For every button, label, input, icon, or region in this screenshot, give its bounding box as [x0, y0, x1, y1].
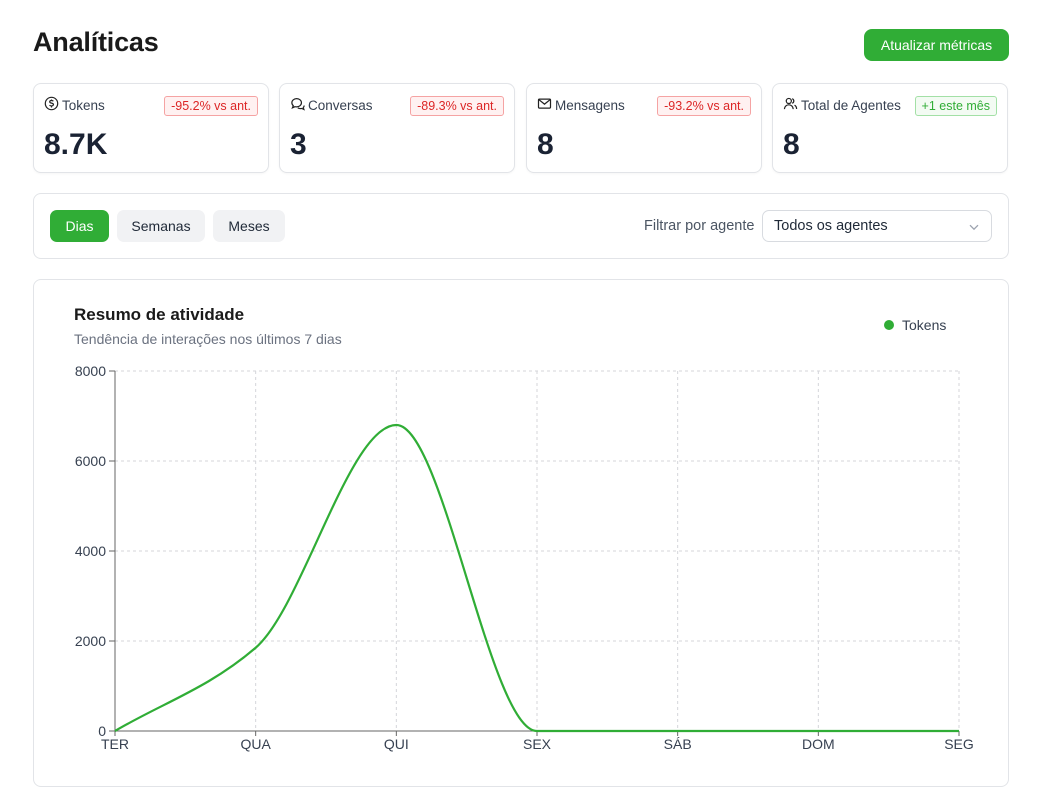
y-tick-label: 2000	[75, 633, 106, 649]
x-tick-label: SEG	[944, 736, 974, 752]
dollar-circle-icon	[44, 96, 59, 114]
stat-label: Conversas	[308, 97, 373, 113]
stat-value: 8	[537, 128, 554, 161]
activity-chart-card: Resumo de atividade Tendência de interaç…	[33, 279, 1009, 787]
agent-select-value: Todos os agentes	[774, 218, 888, 234]
x-tick-label: SEX	[523, 736, 552, 752]
legend-marker	[884, 320, 894, 330]
stat-label: Mensagens	[555, 97, 625, 113]
series-line-tokens	[114, 423, 959, 733]
y-tick-label: 8000	[75, 363, 106, 379]
stat-card-total-agentes: Total de Agentes +1 este mês 8	[772, 83, 1008, 173]
stat-card-tokens: Tokens -95.2% vs ant. 8.7K	[33, 83, 269, 173]
users-icon	[783, 96, 798, 114]
agent-select[interactable]: Todos os agentes	[762, 210, 992, 242]
trend-badge: +1 este mês	[914, 96, 997, 116]
refresh-metrics-button[interactable]: Atualizar métricas	[864, 29, 1009, 61]
x-tick-label: TER	[101, 736, 129, 752]
stat-card-mensagens: Mensagens -93.2% vs ant. 8	[526, 83, 762, 173]
chevron-down-icon	[969, 224, 979, 231]
x-tick-label: QUA	[240, 736, 271, 752]
period-tab-meses[interactable]: Meses	[213, 210, 285, 242]
stat-value: 3	[290, 128, 307, 161]
stat-value: 8	[783, 128, 800, 161]
y-tick-label: 4000	[75, 543, 106, 559]
page-title: Analíticas	[33, 27, 159, 57]
activity-line-chart: 0 2000 4000 6000 8000 TER QUA QUI SEX SÁB DOM SEG	[75, 363, 974, 752]
agent-filter-label: Filtrar por agente	[644, 218, 755, 234]
envelope-icon	[537, 96, 552, 114]
trend-badge: -93.2% vs ant.	[657, 96, 751, 116]
stat-card-conversas: Conversas -89.3% vs ant. 3	[279, 83, 515, 173]
y-tick-label: 6000	[75, 453, 106, 469]
stat-value: 8.7K	[44, 128, 108, 161]
chat-bubbles-icon	[290, 96, 305, 114]
legend-label: Tokens	[902, 317, 947, 333]
trend-badge: -89.3% vs ant.	[410, 96, 504, 116]
chart-title: Resumo de atividade	[74, 305, 245, 324]
x-tick-label: DOM	[802, 736, 835, 752]
period-tab-dias[interactable]: Dias	[50, 210, 109, 242]
stat-label: Tokens	[62, 97, 105, 113]
period-tab-semanas[interactable]: Semanas	[117, 210, 205, 242]
x-tick-label: SÁB	[664, 736, 692, 752]
chart-legend: Tokens	[884, 317, 946, 333]
filter-bar: Dias Semanas Meses Filtrar por agente To…	[33, 193, 1009, 259]
x-tick-label: QUI	[384, 736, 409, 752]
chart-subtitle: Tendência de interações nos últimos 7 di…	[74, 331, 342, 347]
y-tick-label: 0	[98, 723, 106, 739]
trend-badge: -95.2% vs ant.	[164, 96, 258, 116]
stat-label: Total de Agentes	[801, 97, 901, 113]
